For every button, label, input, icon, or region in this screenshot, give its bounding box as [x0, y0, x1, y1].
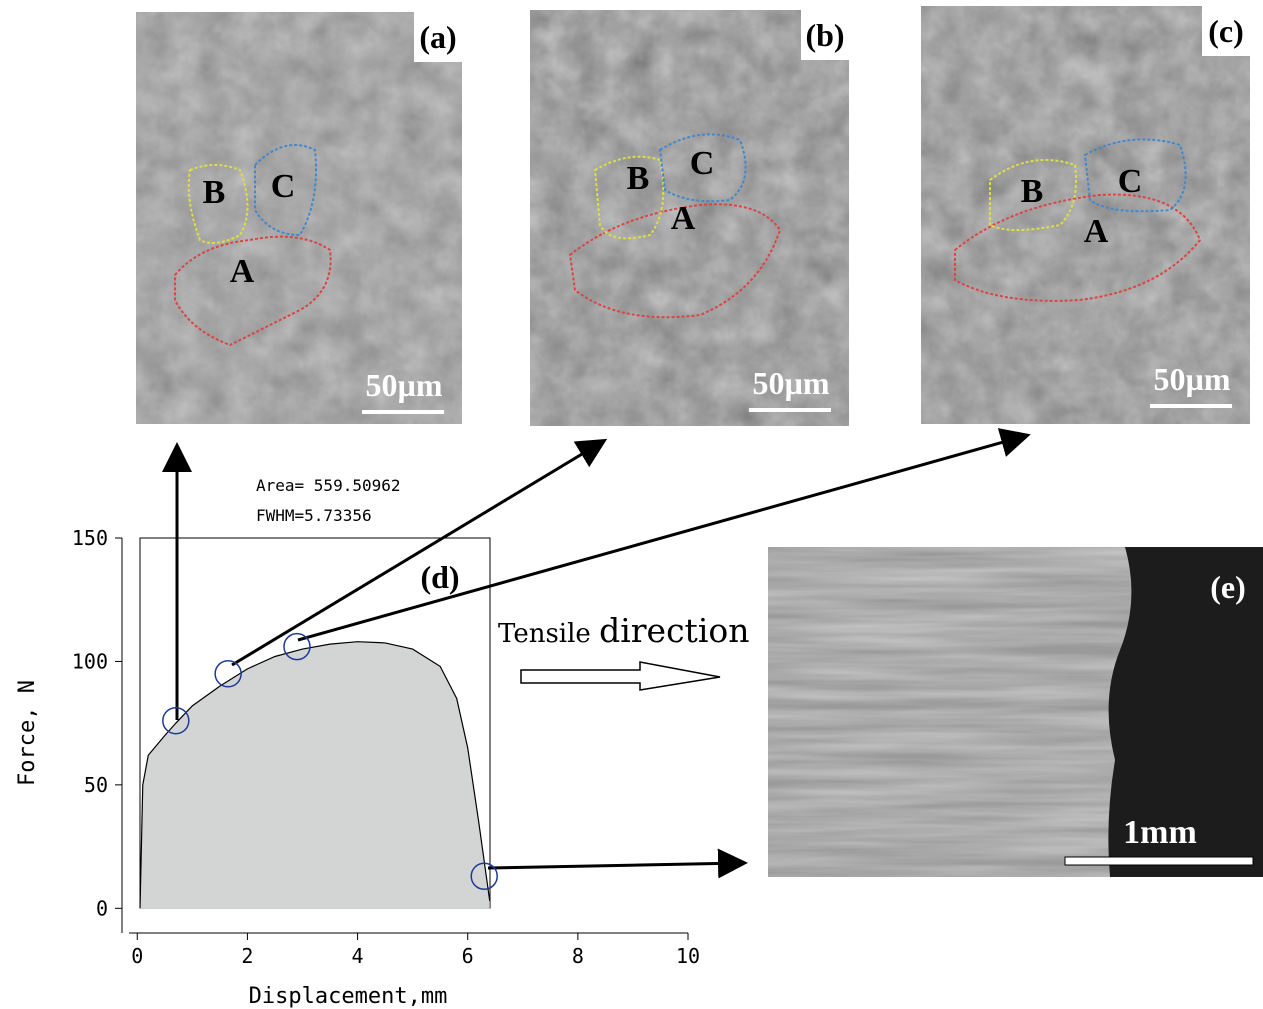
x-tick-label: 0: [131, 944, 143, 968]
y-tick-label: 0: [96, 896, 108, 920]
y-tick-label: 50: [84, 773, 108, 797]
scale-text: 50µm: [365, 367, 442, 403]
y-tick-label: 150: [72, 526, 108, 550]
x-tick-label: 4: [352, 944, 364, 968]
grain-label: B: [627, 160, 650, 197]
panel-label: (a): [419, 19, 456, 55]
direction-small: Tensile: [498, 619, 591, 649]
y-tick-label: 100: [72, 649, 108, 673]
grain-label: A: [1084, 213, 1109, 250]
scale-text: 50µm: [1153, 361, 1230, 397]
fwhm-text: FWHM=5.73356: [256, 506, 372, 525]
grain-label: A: [671, 200, 696, 237]
area: [140, 642, 490, 909]
grain-label: C: [271, 168, 296, 205]
panel-label: (d): [420, 559, 459, 595]
direction-arrow: [521, 662, 720, 690]
x-tick-label: 2: [241, 944, 253, 968]
grain-label: B: [1021, 173, 1044, 210]
panel-label: (b): [805, 17, 844, 53]
x-tick-label: 6: [462, 944, 474, 968]
panel-label: (c): [1208, 13, 1244, 49]
grain-label: C: [690, 145, 715, 182]
figure: Area= 559.50962 FWHM=5.73356 Tensile dir…: [0, 0, 1263, 1009]
y-axis-title: Force, N: [15, 680, 40, 786]
grain-label: C: [1118, 163, 1143, 200]
grain-label: B: [203, 174, 226, 211]
direction-large: direction: [599, 611, 749, 650]
area-text: Area= 559.50962: [256, 476, 401, 495]
x-tick-label: 8: [572, 944, 584, 968]
panel-label: (e): [1210, 569, 1246, 605]
sem-image-a: [136, 12, 462, 424]
scale-text: 50µm: [752, 365, 829, 401]
x-axis-title: Displacement,mm: [249, 984, 448, 1009]
scale-text: 1mm: [1123, 814, 1197, 851]
direction-text: Tensile direction: [498, 611, 750, 650]
grain-label: A: [230, 253, 255, 290]
x-tick-label: 10: [676, 944, 700, 968]
